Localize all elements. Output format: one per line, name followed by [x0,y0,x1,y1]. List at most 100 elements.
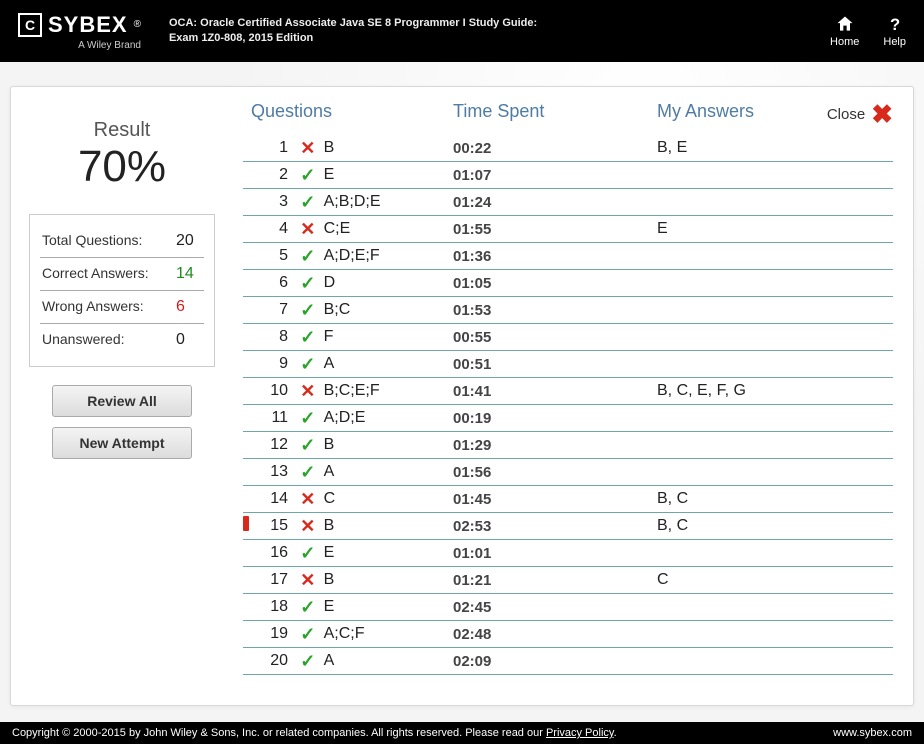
stat-unanswered: Unanswered: 0 [40,324,204,356]
question-number: 7 [253,301,296,319]
book-title-line2: Exam 1Z0-808, 2015 Edition [169,31,537,46]
table-row[interactable]: 1✕B00:22B, E [243,135,893,162]
question-number: 3 [253,193,296,211]
close-button[interactable]: Close ✖ [827,101,893,127]
table-row[interactable]: 11✓A;D;E00:19 [243,405,893,432]
question-number: 13 [253,463,296,481]
correct-answer: B [320,517,453,535]
check-icon: ✓ [296,273,320,294]
time-spent: 01:53 [453,302,633,319]
home-button[interactable]: Home [830,14,859,48]
question-number: 20 [253,652,296,670]
table-row[interactable]: 6✓D01:05 [243,270,893,297]
col-time: Time Spent [453,101,633,127]
flag-icon [243,516,253,536]
brand-name: SYBEX [48,12,128,38]
table-row[interactable]: 15✕B02:53B, C [243,513,893,540]
check-icon: ✓ [296,354,320,375]
help-icon: ? [885,14,905,34]
help-button[interactable]: ? Help [883,14,906,48]
correct-answer: E [320,166,453,184]
time-spent: 01:07 [453,167,633,184]
table-row[interactable]: 10✕B;C;E;F01:41B, C, E, F, G [243,378,893,405]
correct-answer: E [320,544,453,562]
stat-total: Total Questions: 20 [40,225,204,258]
table-row[interactable]: 20✓A02:09 [243,648,893,675]
table-row[interactable]: 18✓E02:45 [243,594,893,621]
time-spent: 02:53 [453,518,633,535]
table-row[interactable]: 4✕C;E01:55E [243,216,893,243]
privacy-policy-link[interactable]: Privacy Policy [546,727,614,739]
time-spent: 02:09 [453,653,633,670]
table-row[interactable]: 3✓A;B;D;E01:24 [243,189,893,216]
rows-scroll[interactable]: 1✕B00:22B, E2✓E01:073✓A;B;D;E01:244✕C;E0… [243,135,893,695]
check-icon: ✓ [296,192,320,213]
correct-answer: B [320,139,453,157]
check-icon: ✓ [296,300,320,321]
check-icon: ✓ [296,462,320,483]
correct-answer: B [320,571,453,589]
question-number: 19 [253,625,296,643]
question-number: 2 [253,166,296,184]
result-summary: Result 70% Total Questions: 20 Correct A… [11,87,233,705]
question-number: 9 [253,355,296,373]
my-answer: C [633,571,893,589]
table-row[interactable]: 9✓A00:51 [243,351,893,378]
check-icon: ✓ [296,597,320,618]
stat-wrong: Wrong Answers: 6 [40,291,204,324]
stats-box: Total Questions: 20 Correct Answers: 14 … [29,214,215,367]
question-number: 5 [253,247,296,265]
time-spent: 01:05 [453,275,633,292]
question-number: 17 [253,571,296,589]
check-icon: ✓ [296,165,320,186]
check-icon: ✓ [296,624,320,645]
question-number: 6 [253,274,296,292]
cross-icon: ✕ [296,516,320,537]
result-percent: 70% [29,142,215,192]
correct-answer: D [320,274,453,292]
footer-site[interactable]: www.sybex.com [833,727,912,739]
time-spent: 02:48 [453,626,633,643]
brand-mark-icon: C [18,13,42,37]
my-answer: E [633,220,893,238]
correct-answer: A [320,355,453,373]
table-row[interactable]: 16✓E01:01 [243,540,893,567]
correct-answer: A;D;E;F [320,247,453,265]
my-answer: B, E [633,139,893,157]
footer-bar: Copyright © 2000-2015 by John Wiley & So… [0,722,924,744]
question-number: 1 [253,139,296,157]
time-spent: 01:01 [453,545,633,562]
result-label: Result [29,119,215,142]
question-number: 11 [253,409,296,427]
cross-icon: ✕ [296,138,320,159]
table-row[interactable]: 17✕B01:21C [243,567,893,594]
brand-logo: C SYBEX® A Wiley Brand [18,12,141,51]
table-row[interactable]: 5✓A;D;E;F01:36 [243,243,893,270]
svg-text:?: ? [890,15,900,34]
time-spent: 00:19 [453,410,633,427]
correct-answer: A;D;E [320,409,453,427]
stat-correct: Correct Answers: 14 [40,258,204,291]
question-number: 12 [253,436,296,454]
top-bar: C SYBEX® A Wiley Brand OCA: Oracle Certi… [0,0,924,62]
review-all-button[interactable]: Review All [52,385,192,417]
table-row[interactable]: 13✓A01:56 [243,459,893,486]
col-questions: Questions [243,101,453,127]
table-row[interactable]: 14✕C01:45B, C [243,486,893,513]
table-row[interactable]: 19✓A;C;F02:48 [243,621,893,648]
question-number: 4 [253,220,296,238]
table-row[interactable]: 7✓B;C01:53 [243,297,893,324]
table-row[interactable]: 12✓B01:29 [243,432,893,459]
question-number: 18 [253,598,296,616]
table-row[interactable]: 2✓E01:07 [243,162,893,189]
my-answer: B, C [633,517,893,535]
cross-icon: ✕ [296,489,320,510]
help-label: Help [883,36,906,48]
home-label: Home [830,36,859,48]
time-spent: 01:24 [453,194,633,211]
time-spent: 01:21 [453,572,633,589]
table-row[interactable]: 8✓F00:55 [243,324,893,351]
time-spent: 02:45 [453,599,633,616]
question-number: 15 [253,517,296,535]
new-attempt-button[interactable]: New Attempt [52,427,192,459]
